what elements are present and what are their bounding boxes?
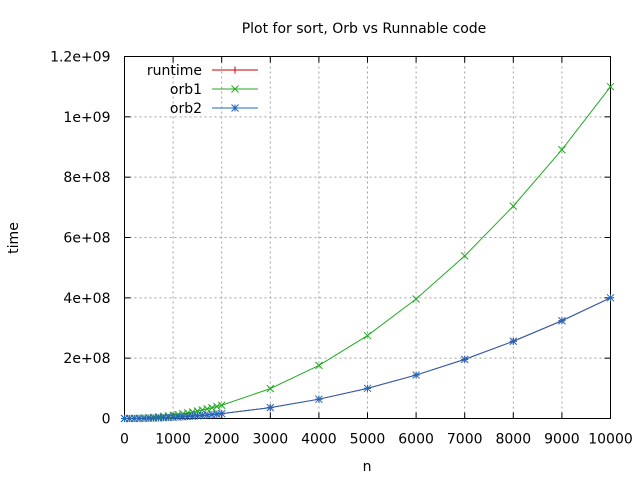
legend-marker-orb1 — [231, 85, 239, 93]
x-tick-label: 6000 — [398, 432, 434, 448]
y-tick-label: 2e+08 — [63, 351, 110, 367]
data-point-orb1 — [363, 331, 372, 340]
data-point-orb2 — [460, 355, 469, 364]
x-tick-label: 3000 — [252, 432, 288, 448]
x-tick-label: 5000 — [350, 432, 386, 448]
x-tick-label: 0 — [120, 432, 129, 448]
data-point-orb1 — [412, 295, 420, 303]
data-point-orb1 — [212, 402, 221, 411]
x-tick-label: 1000 — [155, 432, 191, 448]
data-point-orb1 — [606, 82, 615, 91]
data-point-orb2 — [363, 384, 372, 393]
data-point-orb1 — [558, 145, 566, 154]
legend-item-runtime: runtime — [147, 63, 258, 79]
x-tick-label: 10000 — [588, 432, 633, 448]
legend-label: runtime — [147, 63, 202, 79]
series-orb2 — [120, 293, 615, 423]
data-point-orb2 — [509, 337, 518, 346]
legend-marker-runtime — [231, 66, 239, 74]
data-point-orb1 — [509, 202, 518, 210]
x-tick-label: 9000 — [544, 432, 580, 448]
y-tick-label: 0 — [102, 412, 111, 428]
y-tick-label: 6e+08 — [63, 231, 110, 247]
y-tick-label: 8e+08 — [63, 170, 110, 186]
legend-label: orb2 — [170, 101, 202, 117]
x-tick-label: 2000 — [204, 432, 240, 448]
data-point-orb2 — [558, 316, 566, 325]
data-point-orb2 — [412, 371, 420, 379]
y-tick-label: 1.2e+09 — [50, 50, 110, 66]
chart-title: Plot for sort, Orb vs Runnable code — [242, 21, 487, 37]
data-point-orb1 — [208, 403, 216, 412]
legend-marker-orb2 — [231, 104, 239, 112]
data-point-orb1 — [460, 252, 469, 260]
x-tick-label: 4000 — [301, 432, 337, 448]
y-tick-label: 1e+09 — [63, 110, 110, 126]
x-tick-label: 8000 — [495, 432, 531, 448]
data-point-orb2 — [315, 395, 323, 404]
legend: runtime orb1 orb2 — [147, 63, 258, 117]
data-point-orb2 — [266, 403, 275, 412]
legend-item-orb1: orb1 — [170, 82, 258, 98]
data-point-orb1 — [266, 384, 275, 393]
series-group — [120, 82, 615, 423]
legend-item-orb2: orb2 — [170, 101, 258, 117]
data-point-orb1 — [203, 405, 211, 413]
legend-label: orb1 — [170, 82, 202, 98]
data-point-orb2 — [217, 409, 226, 418]
data-point-orb1 — [217, 401, 226, 410]
gridlines — [124, 56, 611, 419]
x-tick-label: 7000 — [447, 432, 483, 448]
data-point-orb1 — [315, 361, 323, 370]
data-point-orb2 — [606, 293, 615, 302]
x-axis-label: n — [363, 459, 372, 475]
y-axis-label: time — [6, 222, 22, 254]
axis-ticks: 0 1000 2000 3000 4000 5000 6000 7000 8000 9000 100… — [50, 50, 633, 448]
y-tick-label: 4e+08 — [63, 291, 110, 307]
